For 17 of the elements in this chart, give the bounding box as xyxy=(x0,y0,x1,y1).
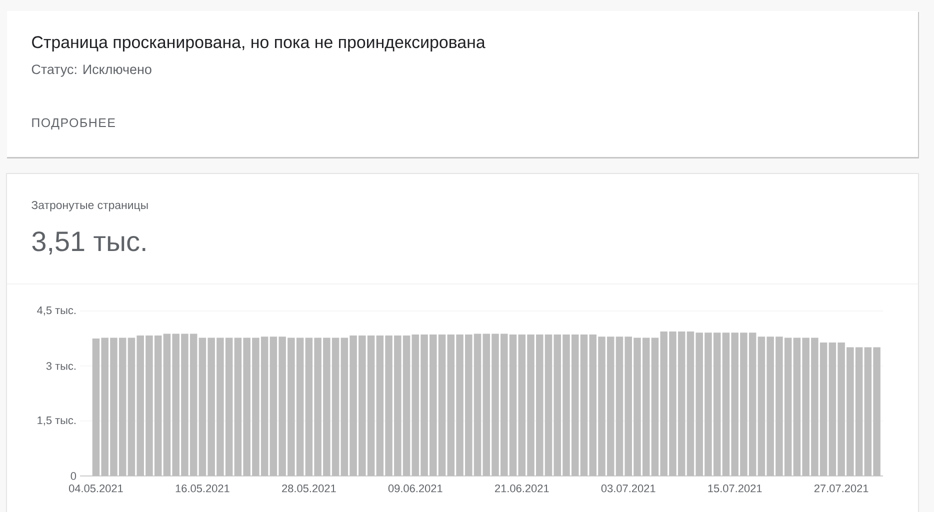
text: Затронутые страницы xyxy=(32,201,148,212)
x-tick-label: 15.07.2021 xyxy=(708,484,762,492)
y-tick-label: 0 xyxy=(70,472,76,480)
y-tick-label: 4,5 тыс. xyxy=(37,306,76,316)
chart-subtitle: Статус: Исключено xyxy=(32,64,152,77)
x-tick-label: 27.07.2021 xyxy=(814,484,868,492)
text: ПОДРОБНЕЕ xyxy=(32,118,115,130)
x-tick-label: 03.07.2021 xyxy=(601,484,656,492)
x-tick-label: 04.05.2021 xyxy=(68,484,123,492)
x-tick-label: 09.06.2021 xyxy=(388,484,442,492)
chart-title: Страница просканирована, но пока не проиндексирована xyxy=(32,36,486,52)
x-tick-label: 16.05.2021 xyxy=(176,484,230,492)
y-tick-label: 1,5 тыс. xyxy=(38,416,76,426)
text: 3,51 тыс. xyxy=(32,232,146,255)
y-tick-label: 3 тыс. xyxy=(46,362,76,370)
x-tick-label: 21.06.2021 xyxy=(495,484,549,492)
x-tick-label: 28.05.2021 xyxy=(282,484,336,492)
